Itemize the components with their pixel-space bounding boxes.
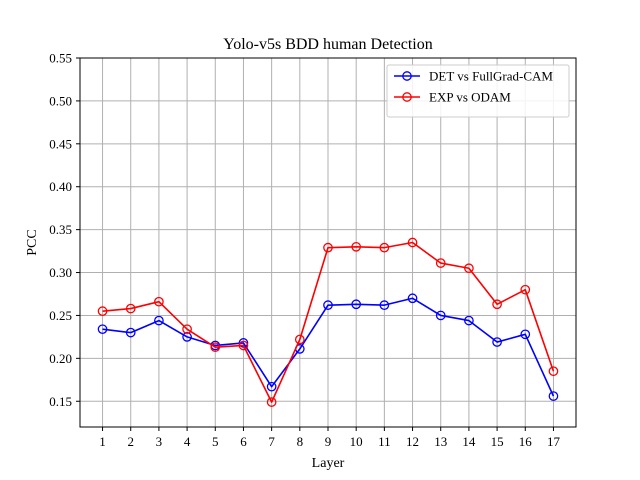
data-point bbox=[125, 303, 136, 314]
data-point bbox=[492, 299, 502, 310]
data-point bbox=[182, 332, 192, 342]
data-point bbox=[379, 242, 390, 253]
data-point bbox=[97, 324, 108, 335]
legend-item: DET vs FullGrad-CAM bbox=[394, 69, 553, 84]
x-tick-label: 8 bbox=[297, 434, 304, 449]
x-tick-label: 7 bbox=[268, 434, 275, 449]
data-point bbox=[238, 340, 249, 351]
grid bbox=[80, 57, 576, 427]
series-1 bbox=[97, 293, 559, 401]
data-point bbox=[351, 241, 362, 252]
y-tick-label: 0.30 bbox=[49, 265, 72, 280]
data-point bbox=[294, 334, 305, 345]
data-point bbox=[492, 337, 502, 347]
series-line bbox=[102, 297, 555, 397]
data-point bbox=[97, 306, 108, 317]
data-point bbox=[520, 284, 531, 295]
y-tick-label: 0.15 bbox=[49, 394, 72, 409]
x-tick-label: 17 bbox=[547, 434, 561, 449]
legend: DET vs FullGrad-CAM EXP vs ODAM bbox=[386, 64, 570, 118]
series-2 bbox=[97, 237, 559, 407]
legend-marker bbox=[402, 71, 412, 81]
data-point bbox=[520, 329, 531, 340]
data-point bbox=[351, 299, 362, 310]
data-point bbox=[407, 293, 418, 304]
data-point bbox=[323, 300, 333, 310]
x-tick-label: 12 bbox=[406, 434, 419, 449]
data-point bbox=[323, 242, 333, 253]
legend-frame bbox=[386, 64, 570, 118]
chart-title: Yolo-v5s BDD human Detection bbox=[223, 36, 432, 53]
x-tick-label: 3 bbox=[156, 434, 163, 449]
x-tick-label: 13 bbox=[434, 434, 447, 449]
x-tick-label: 15 bbox=[491, 434, 504, 449]
data-point bbox=[548, 366, 559, 377]
data-point bbox=[464, 263, 474, 274]
x-tick-label: 2 bbox=[127, 434, 134, 449]
y-axis-label: PCC bbox=[25, 229, 40, 255]
x-tick-label: 4 bbox=[184, 434, 191, 449]
y-tick-label: 0.25 bbox=[49, 308, 72, 323]
series-lines bbox=[97, 237, 559, 407]
y-tick-label: 0.50 bbox=[49, 93, 72, 108]
data-point bbox=[407, 237, 418, 248]
y-tick-label: 0.35 bbox=[49, 222, 72, 237]
data-point bbox=[266, 381, 277, 392]
x-tick-label: 9 bbox=[325, 434, 332, 449]
x-tick-label: 14 bbox=[462, 434, 476, 449]
data-point bbox=[266, 397, 277, 407]
data-point bbox=[464, 315, 474, 326]
data-point bbox=[548, 391, 559, 401]
data-point bbox=[154, 296, 164, 307]
y-tick-label: 0.55 bbox=[49, 51, 72, 66]
x-tick-label: 10 bbox=[350, 434, 363, 449]
data-point bbox=[435, 258, 446, 268]
y-tick-label: 0.40 bbox=[49, 179, 72, 194]
data-point bbox=[379, 300, 390, 310]
data-point bbox=[125, 327, 136, 338]
x-tick-label: 6 bbox=[240, 434, 247, 449]
legend-item: EXP vs ODAM bbox=[394, 90, 511, 105]
series-line bbox=[102, 241, 555, 403]
data-point bbox=[435, 310, 446, 321]
y-tick-label: 0.45 bbox=[49, 136, 72, 151]
x-tick-label: 11 bbox=[378, 434, 391, 449]
data-point bbox=[210, 342, 221, 353]
axis-ticks: 1 2 3 4 5 6 7 8 9 10 11 12 13 14 15 16 170.150.200.250.3… bbox=[49, 51, 560, 450]
data-point bbox=[154, 315, 164, 326]
legend-label: EXP vs ODAM bbox=[429, 90, 511, 105]
x-tick-label: 5 bbox=[212, 434, 219, 449]
x-tick-label: 16 bbox=[519, 434, 533, 449]
data-point bbox=[182, 324, 192, 335]
legend-marker bbox=[402, 92, 412, 102]
legend-label: DET vs FullGrad-CAM bbox=[429, 69, 553, 84]
x-tick-label: 1 bbox=[99, 434, 106, 449]
x-axis-label: Layer bbox=[312, 456, 345, 471]
y-tick-label: 0.20 bbox=[49, 351, 72, 366]
